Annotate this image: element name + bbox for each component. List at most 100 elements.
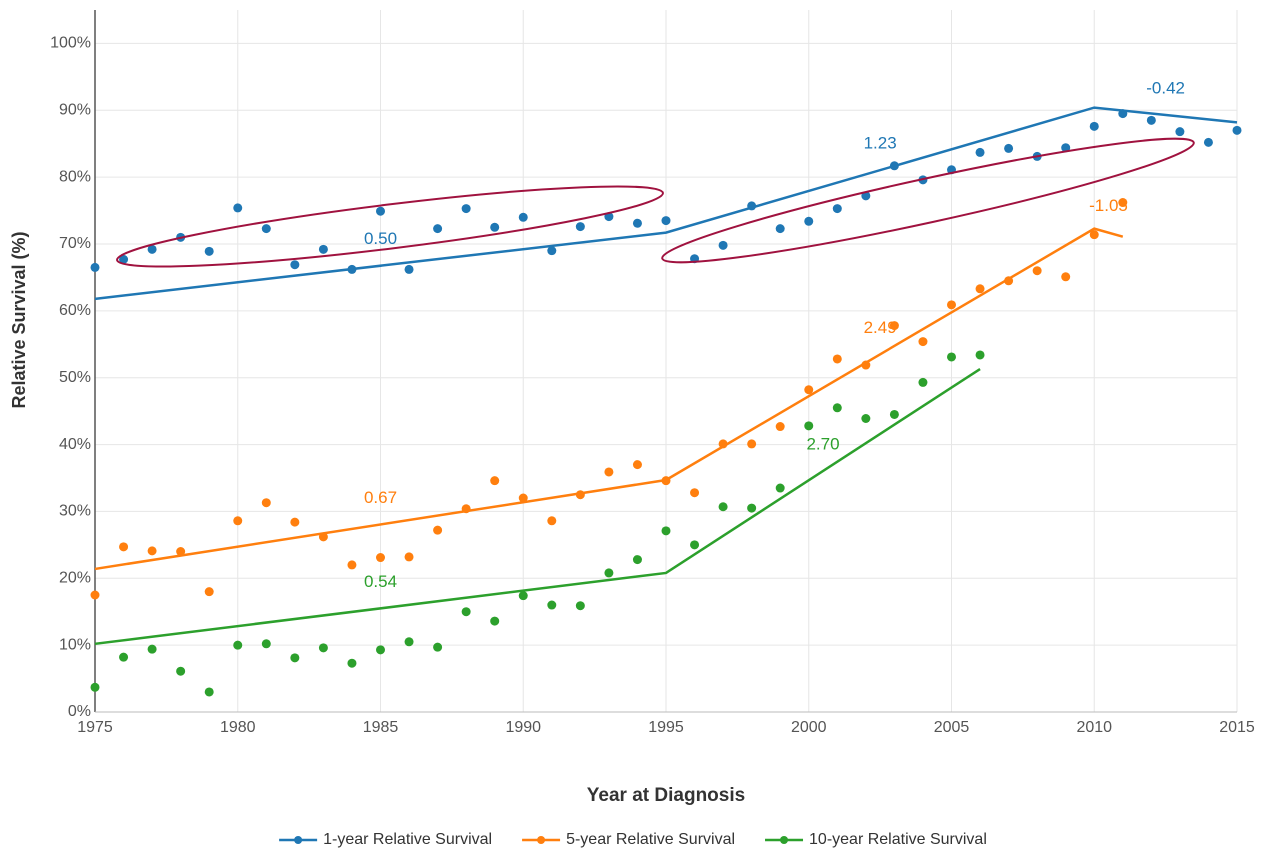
data-point xyxy=(204,246,214,256)
y-tick-label: 0% xyxy=(68,703,91,720)
data-point xyxy=(261,498,271,508)
data-point xyxy=(376,206,385,216)
trend-label: 0.54 xyxy=(364,572,397,591)
data-point xyxy=(775,422,785,432)
data-point xyxy=(119,652,129,662)
x-tick-label: 1985 xyxy=(363,719,399,736)
data-point xyxy=(518,212,528,222)
data-point xyxy=(604,467,614,477)
trend-label: 2.49 xyxy=(864,318,897,337)
data-point xyxy=(604,568,614,578)
y-tick-label: 80% xyxy=(59,168,91,185)
data-point xyxy=(861,360,871,370)
data-point xyxy=(918,337,928,347)
data-point xyxy=(632,218,642,228)
data-point xyxy=(404,637,414,647)
data-point xyxy=(975,147,985,157)
data-point xyxy=(233,203,243,213)
data-point xyxy=(518,591,528,601)
legend-item: 1-year Relative Survival xyxy=(279,831,492,848)
trend-label: 0.50 xyxy=(364,229,397,248)
data-point xyxy=(747,503,757,513)
data-point xyxy=(1118,109,1128,119)
data-point xyxy=(176,666,186,676)
x-tick-label: 2000 xyxy=(791,719,827,736)
data-point xyxy=(176,547,186,557)
data-point xyxy=(318,244,328,254)
data-point xyxy=(290,653,300,663)
data-point xyxy=(90,682,100,692)
highlight-ellipse xyxy=(661,137,1195,264)
data-point xyxy=(804,421,814,431)
data-point xyxy=(1004,276,1014,286)
data-point xyxy=(1061,272,1071,282)
data-point xyxy=(1061,143,1071,153)
y-tick-label: 40% xyxy=(59,436,91,453)
y-tick-label: 10% xyxy=(59,636,91,653)
data-point xyxy=(947,352,956,362)
data-point xyxy=(547,600,557,610)
data-point xyxy=(147,644,157,654)
data-point xyxy=(1118,198,1128,208)
data-point xyxy=(90,262,100,272)
data-point xyxy=(832,403,842,413)
data-point xyxy=(1203,137,1213,147)
data-point xyxy=(690,488,700,498)
data-point xyxy=(290,517,300,527)
data-point xyxy=(547,516,557,526)
data-point xyxy=(376,553,385,563)
data-point xyxy=(90,590,100,600)
data-point xyxy=(547,246,557,256)
data-point xyxy=(461,204,471,214)
legend-marker xyxy=(294,836,303,844)
data-point xyxy=(661,216,671,226)
data-point xyxy=(861,191,871,201)
trend-line xyxy=(94,367,981,646)
y-axis-title: Relative Survival (%) xyxy=(9,231,29,408)
data-point xyxy=(918,377,928,387)
trend-label: 0.67 xyxy=(364,488,397,507)
data-point xyxy=(575,222,585,232)
trend-label: -0.42 xyxy=(1146,78,1185,97)
data-point xyxy=(1232,125,1242,135)
data-point xyxy=(775,483,785,493)
trend-label: 1.23 xyxy=(864,134,897,153)
data-point xyxy=(318,643,328,653)
legend-item: 10-year Relative Survival xyxy=(765,831,987,848)
legend-item: 5-year Relative Survival xyxy=(522,831,735,848)
data-point xyxy=(404,264,414,274)
data-point xyxy=(233,640,243,650)
data-point xyxy=(690,540,700,550)
data-point xyxy=(1004,143,1014,153)
y-tick-label: 20% xyxy=(59,570,91,587)
data-point xyxy=(718,439,728,449)
data-point xyxy=(490,222,500,232)
data-point xyxy=(975,284,985,294)
legend-marker xyxy=(780,836,789,844)
data-point xyxy=(775,224,785,234)
data-point xyxy=(204,587,214,597)
data-point xyxy=(575,490,585,500)
data-point xyxy=(233,516,243,526)
data-point xyxy=(518,493,528,503)
x-tick-label: 2015 xyxy=(1219,719,1255,736)
data-point xyxy=(318,532,328,542)
data-point xyxy=(1175,127,1185,137)
x-tick-label: 2005 xyxy=(934,719,970,736)
x-tick-label: 1980 xyxy=(220,719,256,736)
y-tick-label: 100% xyxy=(50,35,91,52)
plot-area: 0.50 1.23 -0.42 0.67 2.49 -1.05 0.54 2.70 xyxy=(90,78,1242,697)
y-tick-label: 50% xyxy=(59,369,91,386)
legend-label: 1-year Relative Survival xyxy=(323,831,492,848)
y-tick-label: 90% xyxy=(59,102,91,119)
trend-line xyxy=(94,227,1124,571)
trend-label: 2.70 xyxy=(806,434,839,453)
data-point xyxy=(433,642,443,652)
legend-label: 10-year Relative Survival xyxy=(809,831,987,848)
y-tick-label: 60% xyxy=(59,302,91,319)
data-point xyxy=(832,204,842,214)
data-point xyxy=(804,385,814,395)
data-point xyxy=(1146,115,1156,125)
data-point xyxy=(347,560,357,570)
data-point xyxy=(261,639,271,649)
